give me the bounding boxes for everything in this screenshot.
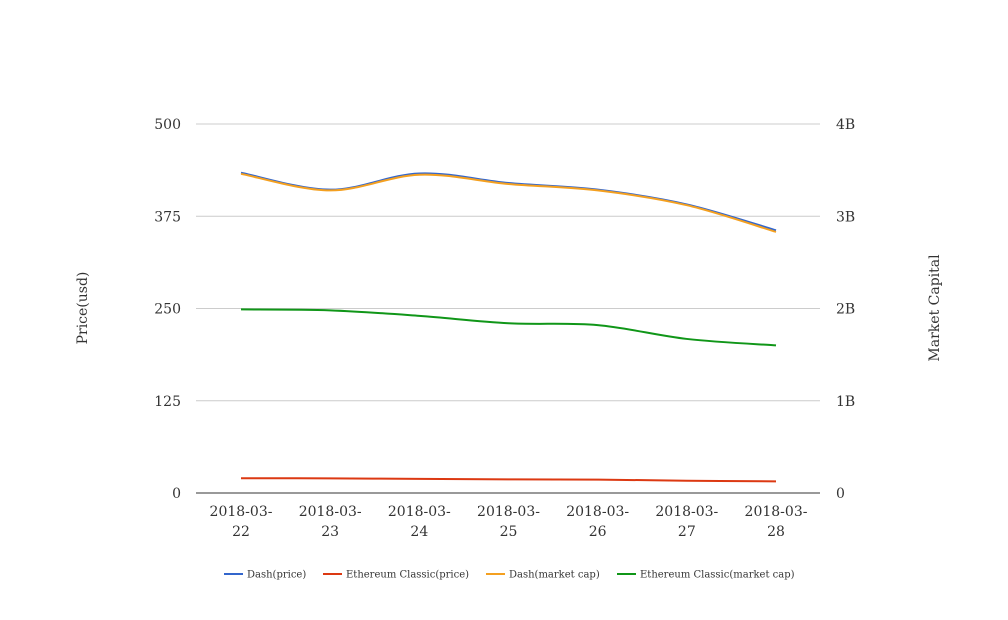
x-tick-label: 2018-03-27 [655, 504, 718, 540]
x-tick-label: 2018-03-22 [210, 504, 273, 540]
y-left-tick-label: 500 [154, 117, 181, 133]
series-line-dash-price [240, 171, 777, 232]
series-line-ethereum-classic-price [240, 477, 777, 483]
series-line-dash-market-cap [240, 172, 777, 233]
series-lines [240, 171, 777, 483]
y-right-tick-label: 3B [836, 209, 855, 225]
x-tick-label: 2018-03-24 [388, 504, 451, 540]
y-right-tick-label: 4B [836, 117, 855, 133]
y-right-tick-label: 2B [836, 302, 855, 318]
x-tick-label: 2018-03-28 [745, 504, 808, 540]
x-tick-label: 2018-03-26 [566, 504, 629, 540]
x-tick-label: 2018-03-23 [299, 504, 362, 540]
y-left-tick-label: 0 [172, 486, 181, 502]
legend-label: Ethereum Classic(market cap) [640, 570, 795, 581]
y-right-tick-label: 0 [836, 486, 845, 502]
legend: Dash(price) Ethereum Classic(price) Dash(m… [224, 570, 795, 581]
x-tick-label: 2018-03-25 [477, 504, 540, 540]
axes: 0 125 250 375 500 0 1B 2B 3B 4B 2018-03-22 2018-03-… [75, 117, 943, 540]
y-right-axis-title: Market Capital [927, 254, 943, 362]
y-left-axis-title: Price(usd) [75, 272, 91, 345]
y-left-tick-label: 375 [154, 209, 181, 225]
legend-label: Ethereum Classic(price) [346, 570, 469, 581]
y-right-tick-label: 1B [836, 394, 855, 410]
y-left-tick-label: 250 [154, 302, 181, 318]
legend-label: Dash(price) [247, 570, 306, 581]
series-line-ethereum-classic-market-cap [240, 308, 777, 347]
legend-label: Dash(market cap) [509, 570, 600, 581]
y-left-tick-label: 125 [154, 394, 181, 410]
gridlines [196, 123, 820, 402]
